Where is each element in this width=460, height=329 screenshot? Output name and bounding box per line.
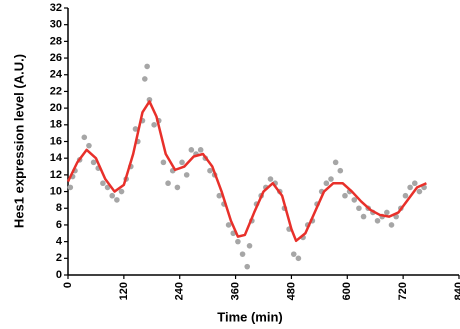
data-point	[165, 180, 171, 187]
data-point	[351, 197, 358, 203]
x-axis-label: Time (min)	[217, 309, 283, 324]
data-point	[388, 222, 395, 228]
data-point	[144, 63, 150, 70]
data-point	[246, 242, 253, 249]
data-point	[188, 147, 195, 153]
data-point	[416, 188, 423, 195]
data-point	[132, 126, 139, 132]
data-point	[114, 197, 120, 203]
data-point	[384, 209, 390, 216]
y-tick-label: 8	[56, 202, 62, 214]
data-point	[118, 188, 125, 195]
data-point	[374, 217, 381, 224]
data-point	[342, 192, 348, 199]
data-point	[151, 122, 157, 128]
x-tick-label: 360	[229, 282, 241, 300]
y-tick-label: 0	[56, 269, 62, 281]
data-point	[216, 192, 223, 199]
x-tick-label: 480	[285, 282, 297, 300]
data-point	[90, 159, 97, 166]
data-point	[323, 180, 330, 187]
data-point	[183, 172, 190, 178]
data-point	[179, 159, 185, 166]
data-point	[146, 96, 153, 103]
data-point	[402, 192, 409, 199]
x-tick-label: 600	[341, 282, 353, 300]
data-point	[332, 159, 339, 166]
y-tick-label: 16	[50, 135, 62, 147]
data-point	[197, 147, 204, 153]
y-tick-label: 24	[50, 69, 63, 81]
y-tick-label: 32	[50, 2, 62, 14]
y-tick-label: 18	[50, 119, 62, 131]
y-tick-label: 12	[50, 169, 62, 181]
y-tick-label: 28	[50, 35, 62, 47]
y-tick-label: 4	[56, 236, 63, 248]
y-axis-label: Hes1 expression level (A.U.)	[11, 54, 26, 228]
data-point	[239, 251, 246, 257]
data-point	[407, 184, 413, 191]
x-tick-label: 840	[453, 282, 460, 300]
data-point	[337, 167, 344, 174]
y-tick-label: 22	[50, 85, 62, 97]
x-tick-label: 120	[118, 282, 130, 300]
data-point	[67, 184, 74, 191]
data-point	[142, 76, 148, 82]
data-point	[356, 205, 362, 212]
data-point	[235, 238, 241, 245]
y-tick-label: 26	[50, 52, 62, 64]
y-tick-label: 10	[50, 185, 62, 197]
data-point	[290, 251, 297, 257]
x-tick-label: 240	[174, 282, 186, 300]
data-point	[86, 142, 92, 149]
data-point	[295, 255, 302, 262]
y-tick-label: 20	[50, 102, 62, 114]
fit-line	[66, 100, 427, 243]
data-point	[411, 180, 418, 187]
y-tick-label: 30	[50, 19, 62, 31]
x-tick-label: 0	[62, 282, 74, 288]
data-point	[100, 180, 106, 187]
y-tick-label: 14	[50, 152, 63, 164]
data-point	[160, 159, 167, 166]
data-point	[360, 213, 367, 220]
data-point	[81, 134, 88, 141]
y-tick-label: 6	[56, 219, 62, 231]
data-point	[328, 176, 334, 182]
data-point	[267, 176, 274, 182]
x-tick-label: 720	[397, 282, 409, 300]
data-point	[109, 192, 116, 199]
y-tick-label: 2	[56, 252, 62, 264]
data-point	[174, 184, 181, 191]
data-point	[207, 167, 213, 174]
data-point	[244, 263, 251, 270]
data-point	[225, 222, 232, 228]
